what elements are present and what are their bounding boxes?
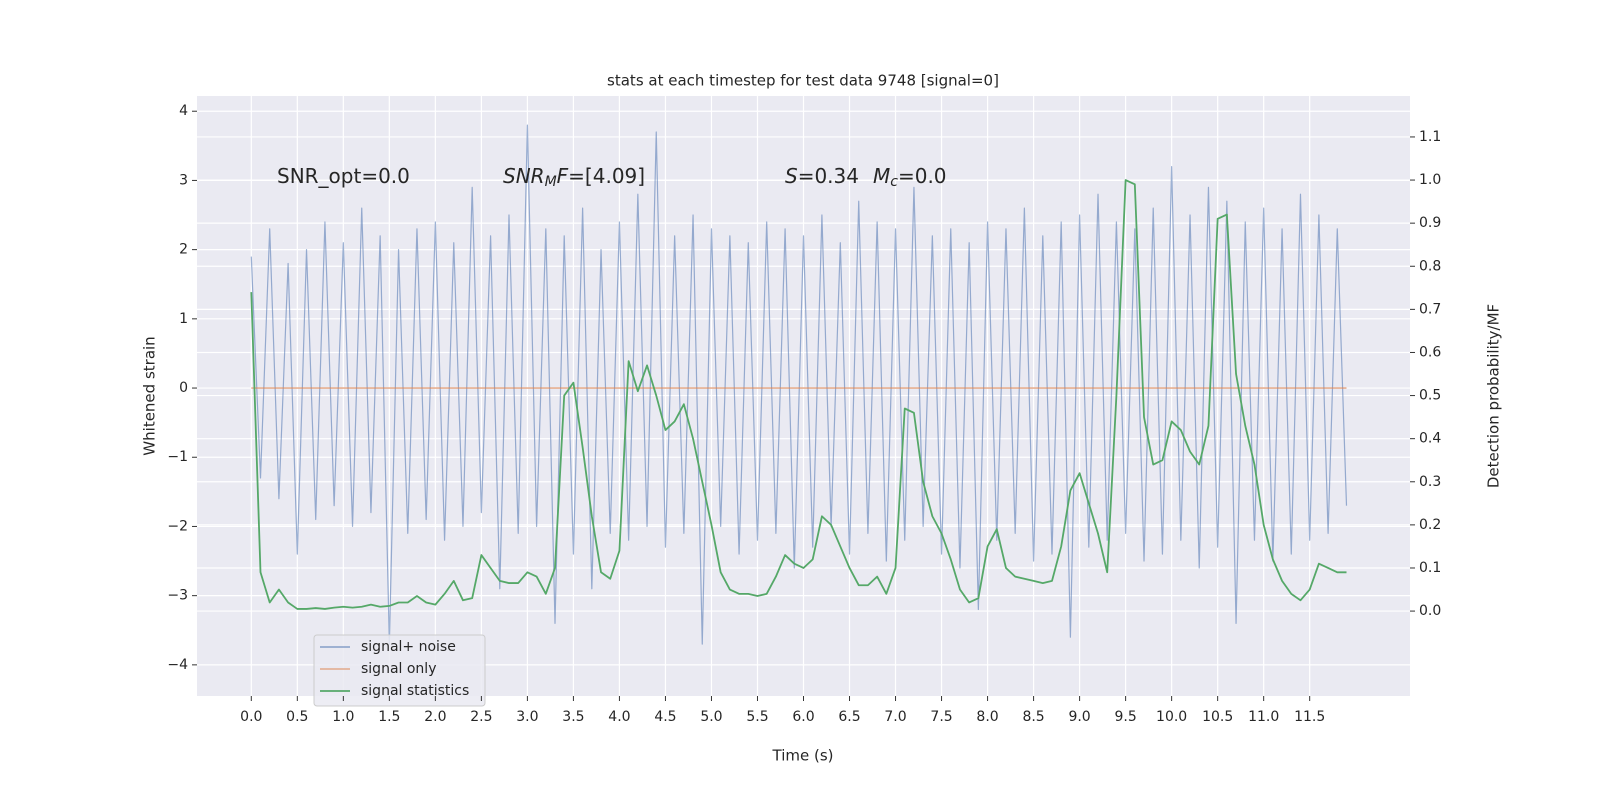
x-tick-label: 0.5 bbox=[286, 709, 308, 725]
annotation-text: F bbox=[557, 164, 569, 188]
x-tick-label: 10.5 bbox=[1202, 709, 1233, 725]
x-tick-label: 2.0 bbox=[424, 709, 446, 725]
y2-tick-label: 0.8 bbox=[1419, 258, 1441, 274]
y-axis-label: Whitened strain bbox=[141, 336, 159, 455]
legend-label: signal+ noise bbox=[361, 639, 456, 655]
x-tick-label: 8.5 bbox=[1022, 709, 1044, 725]
annotation-text: SNR_opt=0.0 bbox=[277, 164, 410, 188]
x-tick-label: 7.5 bbox=[930, 709, 952, 725]
annotation-text: =0.0 bbox=[898, 164, 947, 188]
y2-tick-label: 0.6 bbox=[1419, 344, 1441, 360]
series-line bbox=[250, 124, 1348, 645]
x-tick-label: 7.0 bbox=[884, 709, 906, 725]
x-tick-label: 1.0 bbox=[332, 709, 354, 725]
y2-tick-label: 0.3 bbox=[1419, 474, 1441, 490]
y-tick-label: −3 bbox=[167, 588, 188, 604]
annotation: SNR_opt=0.0 bbox=[277, 164, 410, 188]
legend-box bbox=[313, 634, 486, 707]
x-tick-label: 11.0 bbox=[1248, 709, 1279, 725]
annotation: S=0.34 Mc=0.0 bbox=[785, 164, 947, 191]
legend-label: signal statistics bbox=[361, 683, 469, 699]
y2-tick-label: 0.7 bbox=[1419, 301, 1441, 317]
annotation-text: c bbox=[890, 174, 898, 190]
y2-tick-label: 0.5 bbox=[1419, 388, 1441, 404]
x-tick-label: 4.5 bbox=[654, 709, 676, 725]
y2-tick-label: 1.1 bbox=[1419, 129, 1441, 145]
chart-title: stats at each timestep for test data 974… bbox=[607, 72, 999, 90]
x-tick-label: 3.5 bbox=[562, 709, 584, 725]
annotation-text: M bbox=[873, 164, 890, 188]
y-tick-label: 1 bbox=[179, 311, 188, 327]
annotation: SNRMF=[4.09] bbox=[503, 164, 645, 191]
y2-axis-label: Detection probability/MF bbox=[1485, 304, 1503, 488]
grid bbox=[197, 96, 1410, 696]
series-line bbox=[250, 179, 1347, 610]
x-tick-label: 8.0 bbox=[976, 709, 998, 725]
y-tick-label: −2 bbox=[167, 518, 188, 534]
y2-tick-label: 0.1 bbox=[1419, 560, 1441, 576]
legend: signal+ noise signal only signal statistic… bbox=[313, 634, 486, 707]
marks bbox=[250, 124, 1348, 645]
y2-tick-label: 0.0 bbox=[1419, 603, 1441, 619]
y2-tick-label: 0.9 bbox=[1419, 215, 1441, 231]
annotation-text: =0.34 bbox=[798, 164, 859, 188]
x-tick-label: 9.5 bbox=[1114, 709, 1136, 725]
y-tick-label: 0 bbox=[179, 380, 188, 396]
annotation-text: S bbox=[785, 164, 798, 188]
y-tick-label: −1 bbox=[167, 449, 188, 465]
x-tick-label: 5.5 bbox=[746, 709, 768, 725]
y-tick-label: 4 bbox=[179, 103, 188, 119]
x-tick-label: 1.5 bbox=[378, 709, 400, 725]
y2-tick-label: 1.0 bbox=[1419, 172, 1441, 188]
y-tick-label: 2 bbox=[179, 242, 188, 258]
x-tick-label: 9.0 bbox=[1068, 709, 1090, 725]
annotation-text: SNR bbox=[503, 164, 545, 188]
x-tick-label: 6.0 bbox=[792, 709, 814, 725]
x-tick-label: 10.0 bbox=[1156, 709, 1187, 725]
x-axis-label: Time (s) bbox=[772, 747, 834, 765]
x-tick-label: 0.0 bbox=[240, 709, 262, 725]
x-tick-label: 3.0 bbox=[516, 709, 538, 725]
annotation-text: M bbox=[545, 174, 557, 190]
y2-tick-label: 0.2 bbox=[1419, 517, 1441, 533]
x-tick-label: 5.0 bbox=[700, 709, 722, 725]
legend-label: signal only bbox=[361, 661, 436, 677]
y-tick-label: −4 bbox=[167, 657, 188, 673]
x-tick-label: 6.5 bbox=[838, 709, 860, 725]
x-tick-label: 4.0 bbox=[608, 709, 630, 725]
annotation-text: =[4.09] bbox=[568, 164, 645, 188]
x-tick-label: 11.5 bbox=[1294, 709, 1325, 725]
x-tick-label: 2.5 bbox=[470, 709, 492, 725]
y2-tick-label: 0.4 bbox=[1419, 431, 1441, 447]
y-tick-label: 3 bbox=[179, 172, 188, 188]
